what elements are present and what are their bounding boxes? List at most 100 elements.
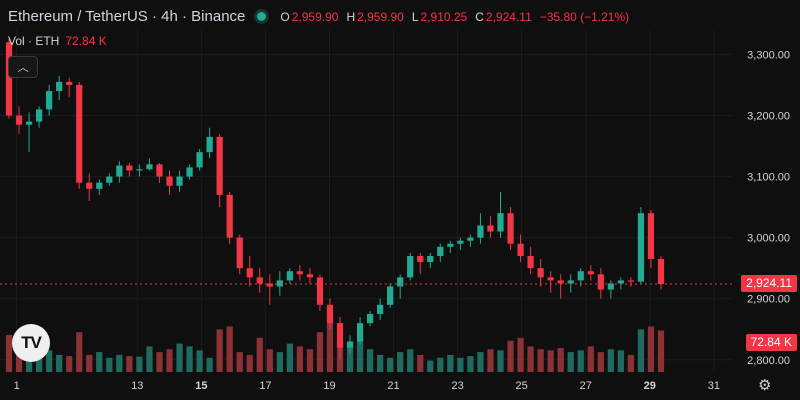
candle-body [76,84,83,183]
close-value: 2,924.11 [485,9,532,24]
close-label: C [475,9,484,24]
price-tick-label: 2,900.00 [747,294,790,306]
time-tick-label: 27 [580,380,592,392]
volume-legend[interactable]: Vol · ETH 72.84 K [8,34,107,48]
volume-bar [126,356,133,372]
volume-bar [176,343,183,372]
candle-body [256,277,263,284]
volume-bar [427,360,434,372]
volume-bar [417,354,424,372]
time-tick-label: 13 [131,380,143,392]
candle-body [35,109,43,122]
exchange-label[interactable]: Binance [191,8,246,25]
candles [5,39,665,360]
volume-bar [587,346,594,372]
candle-body [276,280,283,287]
ohlc-values: O 2,959.90 H 2,959.90 L 2,910.25 C 2,924.11 … [274,10,629,24]
candle-body [597,274,604,290]
candle-body [286,271,293,281]
separator-dot: · [147,8,162,25]
volume-bar [136,356,143,372]
candle-body [437,246,444,256]
volume-bar [637,329,645,372]
candle-body [567,280,574,284]
candle-body [457,240,464,244]
candle-body [106,176,113,183]
volume-bar [146,346,153,372]
candle-body [517,243,524,256]
candle-body [387,286,394,305]
open-label: O [280,9,290,24]
candle-body [366,313,374,324]
volume-bar [276,352,283,372]
price-tick-label: 2,800.00 [747,355,790,367]
candle-body [617,280,624,284]
interval-label[interactable]: 4h [161,8,178,25]
candle-body [356,323,364,342]
time-axis[interactable]: 1 13 15 17 19 21 23 25 27 29 31 [14,380,720,392]
candle-body [587,271,594,275]
candle-body [477,225,484,238]
volume-bar [186,346,193,372]
volume-bar [256,337,263,372]
candle-body [497,213,504,232]
price-tick-label: 3,100.00 [747,172,790,184]
volume-bar [56,354,63,372]
volume-bar [246,354,253,372]
candle-body [557,280,564,284]
volume-bar [497,350,504,372]
candle-body [527,255,534,269]
volume-bar [286,343,293,372]
volume-bar [76,332,83,372]
volume-bar [316,332,324,372]
candle-body [467,237,474,241]
volume-bar [577,350,584,372]
candle-body [487,225,494,232]
price-axis[interactable]: 2,800.00 2,900.00 3,000.00 3,100.00 3,200.00… [747,49,790,366]
candle-body [116,165,123,177]
candle-body [316,277,324,305]
open-value: 2,959.90 [291,9,339,24]
volume-bar [196,350,203,372]
candle-body [146,164,153,170]
candle-body [637,213,645,282]
volume-bar [236,352,243,372]
tradingview-logo[interactable]: TV [12,324,50,362]
candle-body [507,213,514,244]
candle-body [156,164,163,177]
symbol-header[interactable]: Ethereum / TetherUS · 4h · Binance O 2,95… [8,8,629,25]
volume-bar [477,352,484,372]
volume-bar [266,349,273,372]
volume-bar [567,352,574,372]
candle-body [5,42,13,116]
volume-bar [507,340,514,372]
volume-bar [557,348,564,372]
symbol-title[interactable]: Ethereum / TetherUS [8,8,148,25]
candle-body [25,121,33,125]
candle-body [407,255,414,278]
volume-label: Vol · ETH [8,34,60,48]
collapse-legend-button[interactable]: ︿ [8,56,38,78]
price-tick-label: 3,200.00 [747,111,790,123]
volume-value: 72.84 K [65,34,107,48]
volume-bar [537,349,544,372]
candle-body [56,81,63,92]
candle-body [196,152,203,168]
time-tick-label: 15 [195,380,207,392]
volume-bar [15,346,23,372]
market-status-icon[interactable] [257,12,267,21]
chevron-up-icon: ︿ [17,62,29,74]
low-value: 2,910.25 [420,9,468,24]
high-value: 2,959.90 [357,9,404,24]
volume-bar [447,354,454,372]
candle-body [577,271,584,281]
volume-bar [46,350,53,372]
grid-lines [0,30,732,372]
volume-bar [617,350,624,372]
volume-bar [597,352,604,372]
gear-icon[interactable]: ⚙ [758,377,772,394]
candle-body [336,323,344,348]
volume-bar [366,349,374,372]
volume-bar [387,357,394,372]
